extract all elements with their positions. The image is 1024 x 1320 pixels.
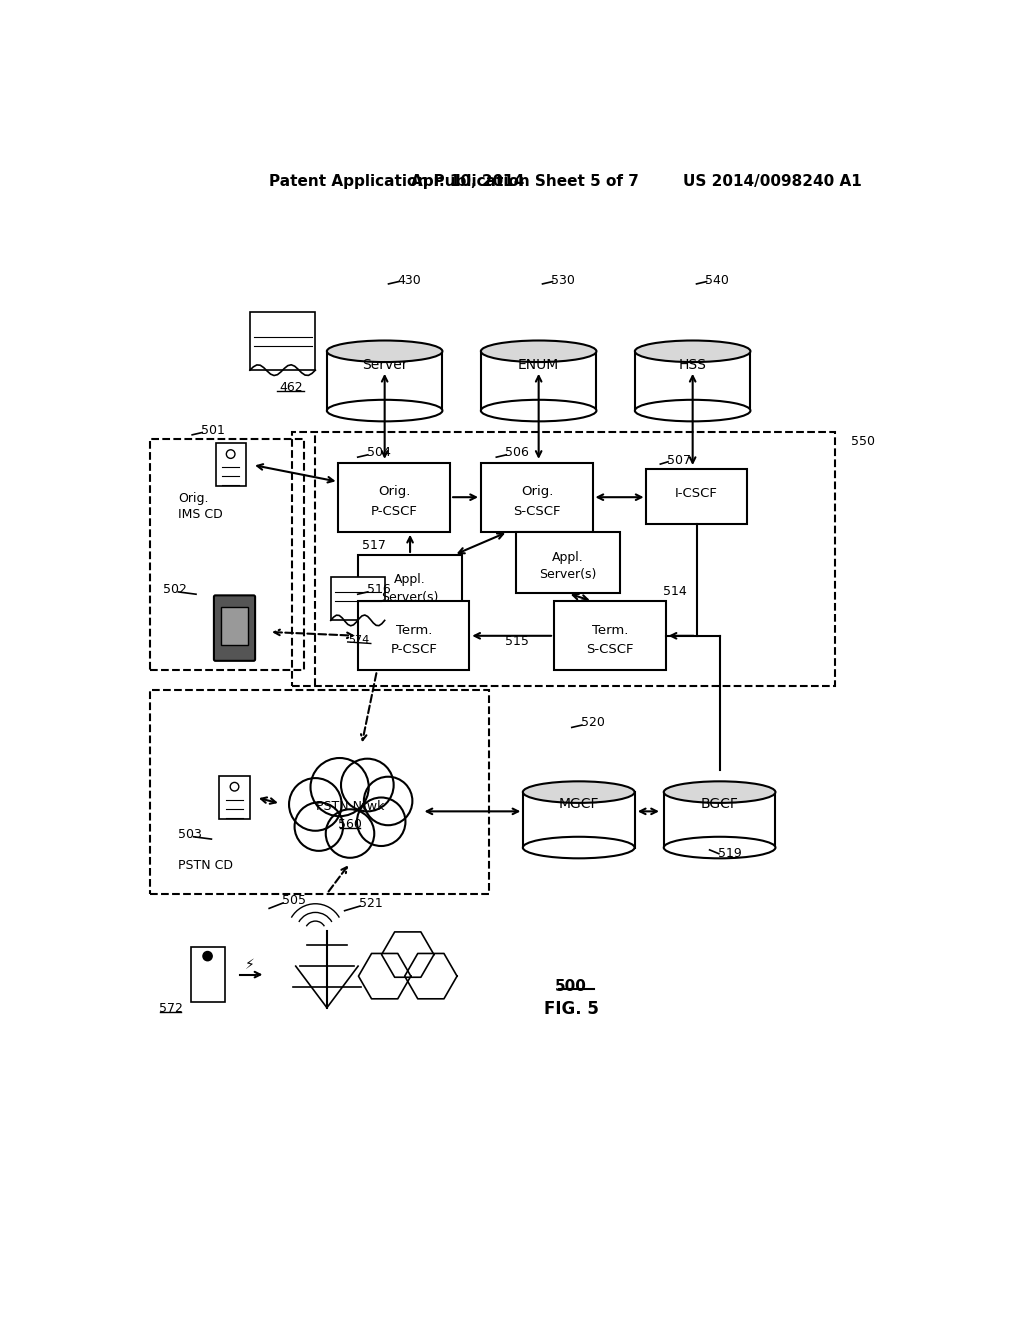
- Text: Appl.: Appl.: [552, 550, 584, 564]
- FancyBboxPatch shape: [664, 792, 775, 847]
- Circle shape: [326, 809, 374, 858]
- Text: HSS: HSS: [679, 358, 707, 372]
- FancyBboxPatch shape: [515, 532, 620, 594]
- Text: 516: 516: [367, 583, 390, 597]
- FancyBboxPatch shape: [339, 462, 451, 532]
- Text: Term.: Term.: [395, 624, 432, 638]
- Ellipse shape: [635, 341, 751, 362]
- Text: Appl.: Appl.: [394, 573, 426, 586]
- Text: 462: 462: [279, 381, 302, 395]
- Text: Patent Application Publication: Patent Application Publication: [269, 174, 529, 189]
- Ellipse shape: [327, 400, 442, 421]
- Text: 550: 550: [851, 436, 874, 449]
- Text: ⚡: ⚡: [245, 958, 255, 973]
- Text: 515: 515: [505, 635, 529, 648]
- Circle shape: [364, 776, 413, 825]
- Text: P-CSCF: P-CSCF: [390, 643, 437, 656]
- Text: 521: 521: [359, 898, 383, 911]
- Text: 507: 507: [667, 454, 691, 467]
- FancyBboxPatch shape: [190, 946, 224, 1002]
- Text: 502: 502: [163, 583, 186, 597]
- Text: 530: 530: [551, 273, 575, 286]
- Text: Apr. 10, 2014  Sheet 5 of 7: Apr. 10, 2014 Sheet 5 of 7: [411, 174, 639, 189]
- FancyBboxPatch shape: [554, 601, 666, 671]
- Text: 506: 506: [505, 446, 529, 459]
- FancyBboxPatch shape: [250, 313, 315, 370]
- Circle shape: [295, 803, 343, 851]
- FancyBboxPatch shape: [220, 607, 249, 645]
- Text: Server(s): Server(s): [540, 568, 597, 581]
- Circle shape: [203, 952, 212, 961]
- Text: FIG. 5: FIG. 5: [544, 1001, 598, 1018]
- FancyBboxPatch shape: [481, 351, 596, 411]
- Text: P-CSCF: P-CSCF: [372, 504, 418, 517]
- Text: MGCF: MGCF: [558, 797, 599, 810]
- Ellipse shape: [481, 341, 596, 362]
- Text: BGCF: BGCF: [700, 797, 738, 810]
- FancyBboxPatch shape: [635, 351, 751, 411]
- FancyBboxPatch shape: [646, 469, 746, 524]
- FancyBboxPatch shape: [331, 577, 385, 620]
- Text: 501: 501: [201, 424, 225, 437]
- FancyBboxPatch shape: [357, 554, 462, 616]
- FancyBboxPatch shape: [216, 444, 246, 487]
- Text: Orig.: Orig.: [521, 486, 553, 499]
- Text: I-CSCF: I-CSCF: [675, 487, 718, 500]
- Circle shape: [357, 797, 406, 846]
- Text: S-CSCF: S-CSCF: [513, 504, 561, 517]
- Circle shape: [289, 777, 342, 830]
- FancyBboxPatch shape: [481, 462, 593, 532]
- Text: 505: 505: [282, 894, 306, 907]
- Ellipse shape: [664, 837, 775, 858]
- Ellipse shape: [481, 400, 596, 421]
- Text: PSTN Ntwk: PSTN Ntwk: [315, 800, 384, 813]
- Ellipse shape: [327, 341, 442, 362]
- Text: Orig.: Orig.: [379, 486, 411, 499]
- Text: 520: 520: [581, 717, 604, 730]
- FancyBboxPatch shape: [523, 792, 635, 847]
- FancyBboxPatch shape: [327, 351, 442, 411]
- Text: S-CSCF: S-CSCF: [587, 643, 634, 656]
- Text: Server: Server: [361, 358, 408, 372]
- Text: 572: 572: [159, 1002, 182, 1015]
- Circle shape: [310, 758, 369, 816]
- Text: 430: 430: [397, 273, 421, 286]
- Text: 519: 519: [718, 847, 741, 861]
- Text: 500: 500: [555, 978, 587, 994]
- Ellipse shape: [635, 400, 751, 421]
- Text: 514: 514: [664, 585, 687, 598]
- Text: Orig.: Orig.: [178, 492, 209, 506]
- FancyBboxPatch shape: [214, 595, 255, 661]
- Text: Server(s): Server(s): [381, 591, 438, 603]
- Text: Term.: Term.: [592, 624, 629, 638]
- Circle shape: [226, 450, 234, 458]
- Text: 574: 574: [348, 635, 370, 644]
- Text: 540: 540: [706, 273, 729, 286]
- Ellipse shape: [523, 837, 635, 858]
- Circle shape: [230, 783, 239, 791]
- Circle shape: [341, 759, 393, 812]
- Ellipse shape: [523, 781, 635, 803]
- Text: 503: 503: [178, 828, 202, 841]
- Text: ENUM: ENUM: [518, 358, 559, 372]
- Text: 504: 504: [367, 446, 390, 459]
- Ellipse shape: [664, 781, 775, 803]
- FancyBboxPatch shape: [219, 776, 250, 818]
- Text: PSTN CD: PSTN CD: [178, 859, 233, 871]
- Text: US 2014/0098240 A1: US 2014/0098240 A1: [683, 174, 862, 189]
- FancyBboxPatch shape: [357, 601, 469, 671]
- Text: IMS CD: IMS CD: [178, 508, 223, 520]
- Text: 560: 560: [338, 818, 361, 832]
- Text: 517: 517: [361, 539, 385, 552]
